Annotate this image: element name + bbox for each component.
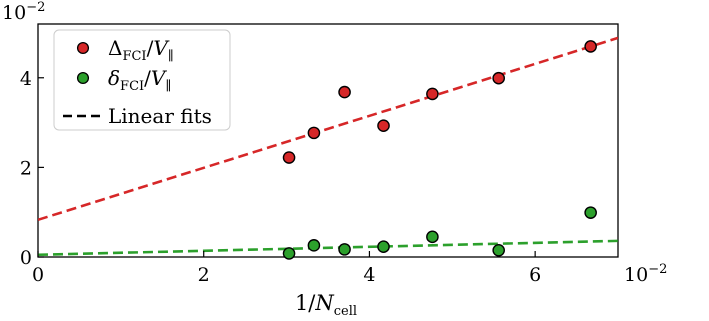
data-point-series2-3 [338, 243, 351, 256]
data-point-series2-2 [307, 239, 321, 252]
legend-label-2: δFCI/V∥ [108, 66, 171, 94]
legend-marker-1 [76, 41, 90, 55]
fit-line-2 [38, 239, 618, 257]
data-point-series1-1 [282, 151, 296, 164]
fit-lines [38, 36, 618, 257]
axes-frame [37, 23, 619, 258]
data-point-series1-7 [584, 40, 597, 53]
x-tick-label: 2 [198, 264, 210, 286]
x-axis-label: 1/Ncell [295, 291, 357, 319]
legend-label-1: ΔFCI/V∥ [108, 36, 174, 64]
data-point-series2-7 [584, 206, 597, 219]
y-tick-label: 0 [20, 247, 32, 269]
axis-ticks: 0 2 4 6 0 2 4 [20, 68, 541, 286]
data-point-series1-2 [307, 126, 321, 140]
plot-frame [37, 23, 619, 258]
x-tick-label: 0 [32, 264, 44, 286]
data-point-series1-4 [377, 119, 390, 133]
x-tick-label: 4 [363, 264, 375, 286]
y-tick-label: 2 [20, 157, 32, 179]
y-tick-label: 4 [20, 68, 32, 90]
x-scale-label: 10−2 [624, 262, 667, 286]
data-point-series2-6 [492, 243, 505, 257]
axis-labels: 10−2 10−2 1/Ncell [2, 0, 667, 319]
data-point-series2-1 [282, 247, 296, 260]
legend-box [53, 29, 231, 131]
y-scale-label: 10−2 [2, 0, 45, 24]
data-point-series1-5 [426, 87, 439, 101]
data-point-series1-3 [338, 85, 351, 99]
data-point-series2-5 [426, 230, 439, 244]
legend-label-fits: Linear fits [108, 104, 212, 128]
data-point-series2-4 [377, 240, 390, 253]
x-tick-label: 6 [529, 264, 541, 286]
data-points [282, 40, 597, 260]
fit-line-1 [38, 36, 618, 222]
legend: ΔFCI/V∥δFCI/V∥ Linear fits [53, 29, 231, 131]
data-point-series1-6 [492, 71, 505, 85]
legend-marker-2 [76, 71, 90, 85]
